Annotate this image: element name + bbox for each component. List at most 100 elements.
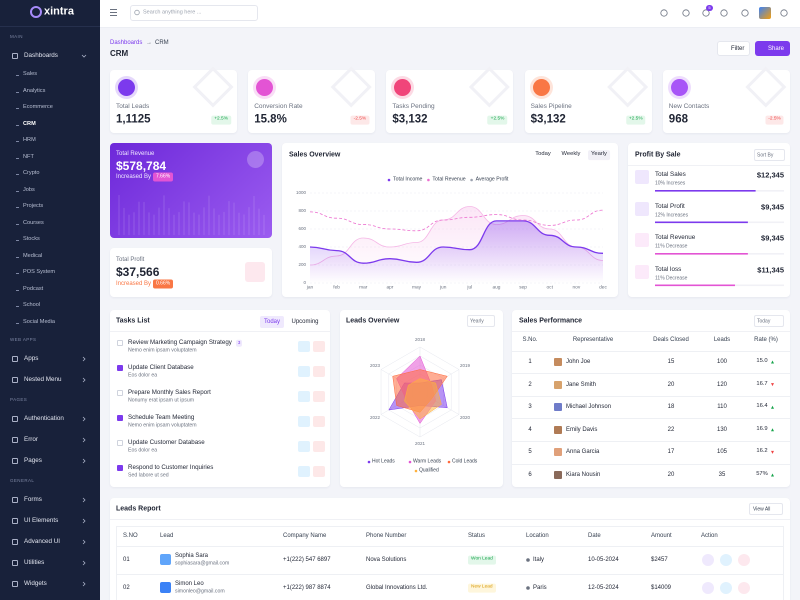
stat-change: -2.5% bbox=[350, 115, 370, 125]
search-box[interactable] bbox=[130, 5, 258, 21]
nav-sub-item[interactable]: CRM bbox=[23, 120, 36, 127]
share-button[interactable] bbox=[755, 41, 790, 56]
edit-button[interactable] bbox=[298, 341, 310, 352]
nav-item[interactable]: Pages bbox=[24, 456, 42, 464]
avatar bbox=[160, 554, 171, 565]
leads-report-card bbox=[110, 498, 790, 600]
nav-item[interactable]: Authentication bbox=[24, 414, 64, 422]
edit-button[interactable] bbox=[298, 441, 310, 452]
delete-button[interactable] bbox=[738, 554, 750, 566]
cell-name: Simon Leo bbox=[175, 581, 204, 587]
nav-dash bbox=[16, 174, 19, 175]
checkbox[interactable] bbox=[117, 440, 123, 446]
card-divider bbox=[110, 519, 790, 520]
x-tick-label: mar bbox=[359, 285, 368, 291]
nav-item[interactable]: UI Elements bbox=[24, 516, 59, 524]
cell-rate: 15.0 bbox=[756, 358, 768, 365]
nav-item[interactable]: Utilities bbox=[24, 558, 45, 566]
cell-no: 5 bbox=[528, 449, 532, 456]
nav-item[interactable]: Apps bbox=[24, 354, 39, 362]
edit-button[interactable] bbox=[298, 466, 310, 477]
view-button[interactable] bbox=[702, 554, 714, 566]
cell-company: +1(222) 547 6897 bbox=[283, 557, 331, 563]
nav-sub-item[interactable]: Medical bbox=[23, 252, 43, 259]
sidebar-section-title: WEB APPS bbox=[10, 336, 37, 342]
checkbox[interactable] bbox=[117, 390, 123, 396]
delete-button[interactable] bbox=[313, 441, 325, 452]
delete-button[interactable] bbox=[313, 416, 325, 427]
cell-no: 01 bbox=[123, 557, 130, 563]
tab[interactable]: Yearly bbox=[588, 150, 610, 160]
task-title: Respond to Customer Inquiries bbox=[128, 463, 214, 471]
tab[interactable]: Today bbox=[535, 151, 551, 158]
cell-leads: 130 bbox=[716, 426, 728, 433]
nav-item[interactable]: Widgets bbox=[24, 579, 47, 587]
menu-icon-line bbox=[110, 15, 117, 16]
period-button[interactable] bbox=[754, 315, 784, 327]
item-name: Total loss bbox=[655, 265, 682, 273]
x-tick-label: oct bbox=[546, 285, 553, 291]
filter-button[interactable] bbox=[717, 41, 750, 56]
breadcrumb-parent[interactable]: Dashboards bbox=[110, 40, 143, 46]
nav-sub-item[interactable]: Ecommerce bbox=[23, 104, 53, 111]
nav-item[interactable]: Forms bbox=[24, 495, 42, 503]
checkbox[interactable] bbox=[117, 465, 123, 471]
avatar bbox=[554, 358, 562, 366]
nav-icon bbox=[12, 539, 18, 545]
nav-item[interactable]: Dashboards bbox=[24, 51, 58, 59]
edit-button[interactable] bbox=[298, 391, 310, 402]
nav-sub-item[interactable]: Projects bbox=[23, 203, 44, 210]
edit-button[interactable] bbox=[298, 366, 310, 377]
nav-sub-item[interactable]: Sales bbox=[23, 71, 37, 78]
y-tick-label: 1000 bbox=[295, 189, 306, 195]
nav-sub-item[interactable]: HRM bbox=[23, 137, 36, 144]
item-icon bbox=[635, 233, 649, 247]
sidebar-section-title: GENERAL bbox=[10, 477, 35, 483]
view-button[interactable] bbox=[702, 582, 714, 594]
nav-item[interactable]: Error bbox=[24, 435, 38, 443]
nav-sub-item[interactable]: Crypto bbox=[23, 170, 40, 177]
tab[interactable]: Upcoming bbox=[291, 319, 319, 325]
tab[interactable]: Weekly bbox=[561, 151, 581, 158]
legend-label: Total Revenue bbox=[432, 176, 466, 183]
nav-sub-item[interactable]: Social Media bbox=[23, 318, 56, 325]
delete-button[interactable] bbox=[313, 466, 325, 477]
delete-button[interactable] bbox=[313, 391, 325, 402]
delete-button[interactable] bbox=[738, 582, 750, 594]
edit-button[interactable] bbox=[720, 582, 732, 594]
delete-button[interactable] bbox=[313, 341, 325, 352]
user-avatar[interactable] bbox=[759, 7, 771, 19]
cell-email: sophiasara@gmail.com bbox=[175, 560, 230, 567]
radar-label: 2023 bbox=[369, 362, 380, 368]
nav-sub-item[interactable]: School bbox=[23, 302, 41, 309]
nav-sub-item[interactable]: Stocks bbox=[23, 236, 40, 243]
view-all-button[interactable] bbox=[749, 503, 783, 515]
task-title: Review Marketing Campaign Strategy bbox=[128, 338, 232, 346]
nav-item[interactable]: Advanced UI bbox=[24, 537, 61, 545]
checkbox[interactable] bbox=[117, 365, 123, 371]
delete-button[interactable] bbox=[313, 366, 325, 377]
edit-button[interactable] bbox=[720, 554, 732, 566]
checkbox[interactable] bbox=[117, 415, 123, 421]
edit-button[interactable] bbox=[298, 416, 310, 427]
card-title: Sales Performance bbox=[519, 317, 583, 325]
nav-sub-item[interactable]: Jobs bbox=[23, 186, 35, 193]
nav-sub-item[interactable]: Courses bbox=[23, 219, 44, 226]
nav-sub-item[interactable]: POS System bbox=[23, 269, 56, 276]
nav-sub-item[interactable]: Podcast bbox=[23, 285, 44, 292]
nav-sub-item[interactable]: Analytics bbox=[23, 87, 46, 94]
radar-label: 2022 bbox=[369, 414, 380, 420]
row-divider bbox=[512, 418, 790, 419]
sort-button[interactable] bbox=[754, 149, 785, 161]
tab[interactable]: Today bbox=[259, 316, 285, 328]
nav-icon bbox=[12, 560, 18, 566]
checkbox[interactable] bbox=[117, 340, 123, 346]
nav-dash bbox=[16, 223, 19, 225]
cell-rate: 16.7 bbox=[756, 380, 768, 387]
nav-sub-item[interactable]: NFT bbox=[23, 153, 34, 160]
card-divider bbox=[628, 165, 790, 166]
nav-dash bbox=[16, 108, 19, 109]
period-button[interactable] bbox=[467, 315, 495, 327]
nav-item[interactable]: Nested Menu bbox=[24, 375, 62, 383]
